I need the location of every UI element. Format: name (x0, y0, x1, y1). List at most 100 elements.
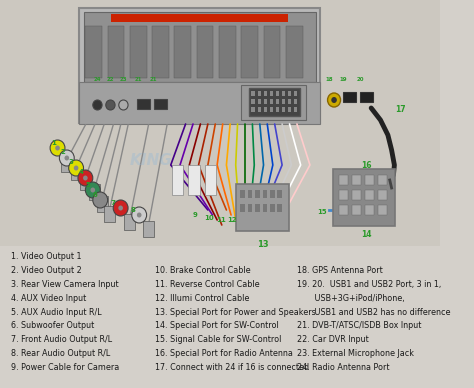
Bar (277, 204, 282, 212)
Bar (79, 8, 320, 123)
Text: 21. DVB-T/ATSC/ISDB Box Input: 21. DVB-T/ATSC/ISDB Box Input (297, 321, 421, 330)
Text: 4: 4 (78, 169, 83, 175)
Bar (124, 214, 136, 230)
Bar (248, 204, 252, 212)
Text: 24: 24 (94, 77, 101, 82)
Bar (104, 206, 115, 222)
Bar (282, 107, 285, 112)
Bar (294, 99, 297, 104)
Bar (79, 82, 320, 124)
Text: 12. Illumi Control Cable: 12. Illumi Control Cable (155, 294, 249, 303)
Bar (365, 175, 374, 185)
Text: 6: 6 (92, 192, 97, 198)
Bar (152, 26, 169, 78)
Text: 8. Rear Audio Output R/L: 8. Rear Audio Output R/L (11, 349, 110, 358)
Circle shape (83, 175, 88, 180)
Bar (255, 204, 260, 212)
Bar (294, 107, 297, 112)
Bar (240, 190, 245, 198)
Text: 21: 21 (135, 77, 142, 82)
Bar (97, 196, 108, 212)
Circle shape (59, 150, 74, 166)
Circle shape (74, 166, 78, 170)
Text: 13: 13 (257, 240, 268, 249)
Bar (83, 12, 316, 82)
Bar (89, 184, 100, 200)
Text: 14. Special Port for SW-Control: 14. Special Port for SW-Control (155, 321, 279, 330)
Bar (252, 107, 255, 112)
Bar (263, 190, 267, 198)
Text: 15. Signal Cable for SW-Control: 15. Signal Cable for SW-Control (155, 335, 282, 344)
Text: 7: 7 (111, 200, 116, 206)
Circle shape (118, 206, 123, 211)
Bar (378, 175, 387, 185)
Circle shape (93, 100, 102, 110)
Text: 1. Video Output 1: 1. Video Output 1 (11, 252, 82, 262)
Bar (174, 26, 191, 78)
Circle shape (132, 207, 146, 223)
Bar (288, 107, 292, 112)
Text: 5: 5 (86, 182, 91, 188)
Bar (275, 99, 279, 104)
Bar (378, 190, 387, 200)
Bar (270, 91, 273, 96)
FancyBboxPatch shape (333, 169, 395, 226)
Bar (352, 190, 361, 200)
Bar (248, 190, 252, 198)
Text: 22: 22 (107, 77, 114, 82)
Circle shape (331, 97, 337, 103)
Text: 21: 21 (149, 77, 157, 82)
Text: USB1 and USB2 has no difference: USB1 and USB2 has no difference (297, 308, 450, 317)
Bar (130, 26, 146, 78)
Bar (257, 91, 261, 96)
Text: 15: 15 (317, 209, 327, 215)
Text: 18. GPS Antenna Port: 18. GPS Antenna Port (297, 266, 383, 275)
Bar (275, 91, 279, 96)
FancyBboxPatch shape (236, 184, 289, 231)
Bar (197, 26, 213, 78)
Text: 19: 19 (339, 77, 347, 82)
Text: 13. Special Port for Power and Speakers: 13. Special Port for Power and Speakers (155, 308, 316, 317)
Bar (108, 26, 124, 78)
Bar (111, 14, 288, 22)
Bar (343, 92, 356, 102)
Bar (241, 26, 258, 78)
Bar (241, 85, 306, 120)
Text: 9: 9 (192, 212, 197, 218)
Bar (172, 165, 183, 195)
Bar (282, 91, 285, 96)
Bar (143, 221, 154, 237)
Text: 17. Connect with 24 if 16 is connected: 17. Connect with 24 if 16 is connected (155, 363, 309, 372)
Bar (275, 107, 279, 112)
Bar (264, 99, 267, 104)
Text: 3. Rear View Camera Input: 3. Rear View Camera Input (11, 280, 119, 289)
Circle shape (137, 213, 142, 218)
Bar (270, 190, 274, 198)
Bar (282, 99, 285, 104)
Text: 10. Brake Control Cable: 10. Brake Control Cable (155, 266, 251, 275)
Bar (270, 204, 274, 212)
Bar (294, 91, 297, 96)
Text: 14: 14 (361, 230, 372, 239)
Bar (61, 156, 73, 172)
Circle shape (78, 170, 93, 186)
Bar (188, 165, 200, 195)
Text: 9. Power Cable for Camera: 9. Power Cable for Camera (11, 363, 119, 372)
Circle shape (55, 146, 60, 151)
Bar (240, 204, 245, 212)
Bar (264, 26, 280, 78)
Text: 24. Radio Antenna Port: 24. Radio Antenna Port (297, 363, 390, 372)
Text: 1: 1 (51, 140, 56, 146)
Bar (263, 204, 267, 212)
Bar (257, 107, 261, 112)
Bar (205, 165, 216, 195)
Bar (154, 99, 167, 109)
Circle shape (98, 197, 102, 203)
Circle shape (91, 187, 95, 192)
Bar (85, 26, 102, 78)
Bar (219, 26, 236, 78)
Text: 22. Car DVR Input: 22. Car DVR Input (297, 335, 369, 344)
Bar (264, 107, 267, 112)
Text: 8: 8 (130, 207, 135, 213)
Text: 6. Subwoofer Output: 6. Subwoofer Output (11, 321, 94, 330)
